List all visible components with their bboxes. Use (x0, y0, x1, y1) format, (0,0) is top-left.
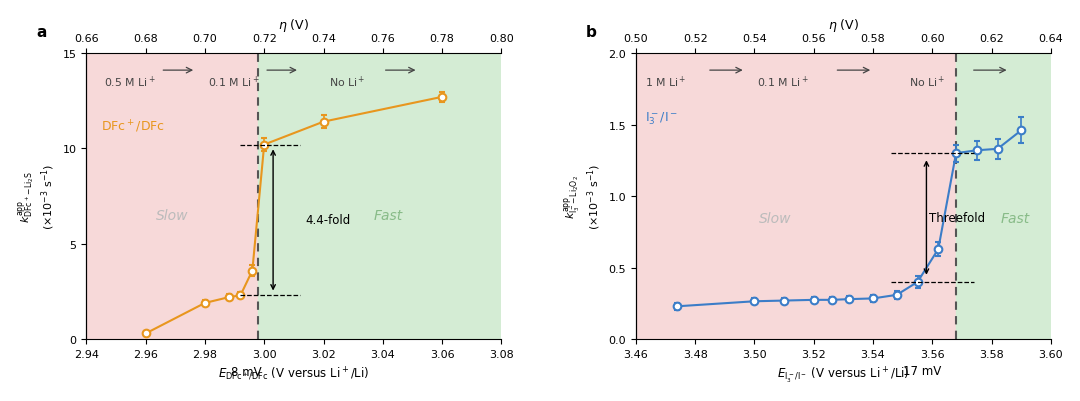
Text: a: a (37, 25, 46, 40)
Text: Slow: Slow (156, 209, 189, 223)
Text: No Li$^+$: No Li$^+$ (329, 75, 366, 90)
Text: 0.5 M Li$^+$: 0.5 M Li$^+$ (104, 75, 156, 90)
Text: I$_3^-$/I$^-$: I$_3^-$/I$^-$ (645, 110, 678, 126)
Y-axis label: $k^{\mathrm{app}}_{\mathrm{DFc^+\!-\!Li_2S}}$
($\times$10$^{-3}$ s$^{-1}$): $k^{\mathrm{app}}_{\mathrm{DFc^+\!-\!Li_… (16, 164, 57, 230)
Y-axis label: $k^{\mathrm{app}}_{\mathrm{I_3^-\!-\!Li_2O_2}}$
($\times$10$^{-3}$ s$^{-1}$): $k^{\mathrm{app}}_{\mathrm{I_3^-\!-\!Li_… (563, 164, 603, 230)
Bar (258, 54, 501, 339)
Text: b: b (586, 25, 597, 40)
Text: 1 M Li$^+$: 1 M Li$^+$ (645, 75, 686, 90)
X-axis label: $\eta$ (V): $\eta$ (V) (828, 16, 859, 34)
Text: No Li$^+$: No Li$^+$ (908, 75, 945, 90)
Text: 0.1 M Li$^+$: 0.1 M Li$^+$ (757, 75, 809, 90)
Text: Threefold: Threefold (930, 211, 986, 225)
X-axis label: $E_{\mathrm{DFc^+/DFc}}$ (V versus Li$^+$/Li): $E_{\mathrm{DFc^+/DFc}}$ (V versus Li$^+… (218, 365, 369, 381)
Bar (636, 54, 956, 339)
Bar (956, 54, 1051, 339)
Text: 4.4-fold: 4.4-fold (306, 214, 351, 227)
Text: Fast: Fast (374, 209, 403, 223)
Text: DFc$^+$/DFc: DFc$^+$/DFc (102, 118, 165, 134)
Text: Fast: Fast (1001, 211, 1030, 225)
X-axis label: $\eta$ (V): $\eta$ (V) (279, 16, 310, 34)
Text: 8 mV: 8 mV (231, 365, 261, 378)
X-axis label: $E_{\mathrm{I_3^-/I^-}}$ (V versus Li$^+$/Li): $E_{\mathrm{I_3^-/I^-}}$ (V versus Li$^+… (778, 365, 909, 385)
Text: 0.1 M Li$^+$: 0.1 M Li$^+$ (207, 75, 259, 90)
Bar (86, 54, 258, 339)
Text: Slow: Slow (759, 211, 792, 225)
Text: 17 mV: 17 mV (903, 364, 941, 377)
